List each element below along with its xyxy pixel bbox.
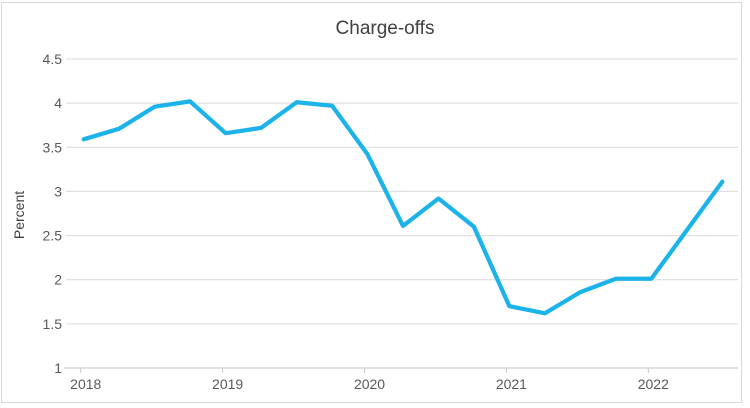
y-tick-label: 2.5	[43, 228, 63, 244]
y-tick-label: 4	[54, 95, 62, 111]
x-axis-line	[64, 367, 738, 373]
y-tick-label: 4.5	[43, 51, 63, 67]
series-line-charge-offs	[81, 99, 725, 316]
x-tick-label: 2020	[354, 376, 385, 392]
chart-border-frame	[1, 2, 742, 403]
y-tick-label: 2	[54, 272, 62, 288]
x-tick-labels: 2018 2019 2020 2021 2022	[70, 376, 669, 392]
gridlines	[66, 58, 738, 325]
data-series	[81, 99, 725, 316]
y-tick-label: 3.5	[43, 139, 63, 155]
y-axis-title: Percent	[11, 191, 27, 239]
x-tick-label: 2022	[638, 376, 669, 392]
chart-title: Charge-offs	[336, 18, 435, 39]
y-tick-labels: 1 1.5 2 2.5 3 3.5 4 4.5	[43, 51, 63, 376]
y-tick-label: 1.5	[43, 316, 63, 332]
y-tick-label: 1	[54, 360, 62, 376]
x-tick-label: 2019	[212, 376, 243, 392]
x-tick-label: 2018	[70, 376, 101, 392]
y-tick-label: 3	[54, 183, 62, 199]
x-tick-label: 2021	[496, 376, 527, 392]
